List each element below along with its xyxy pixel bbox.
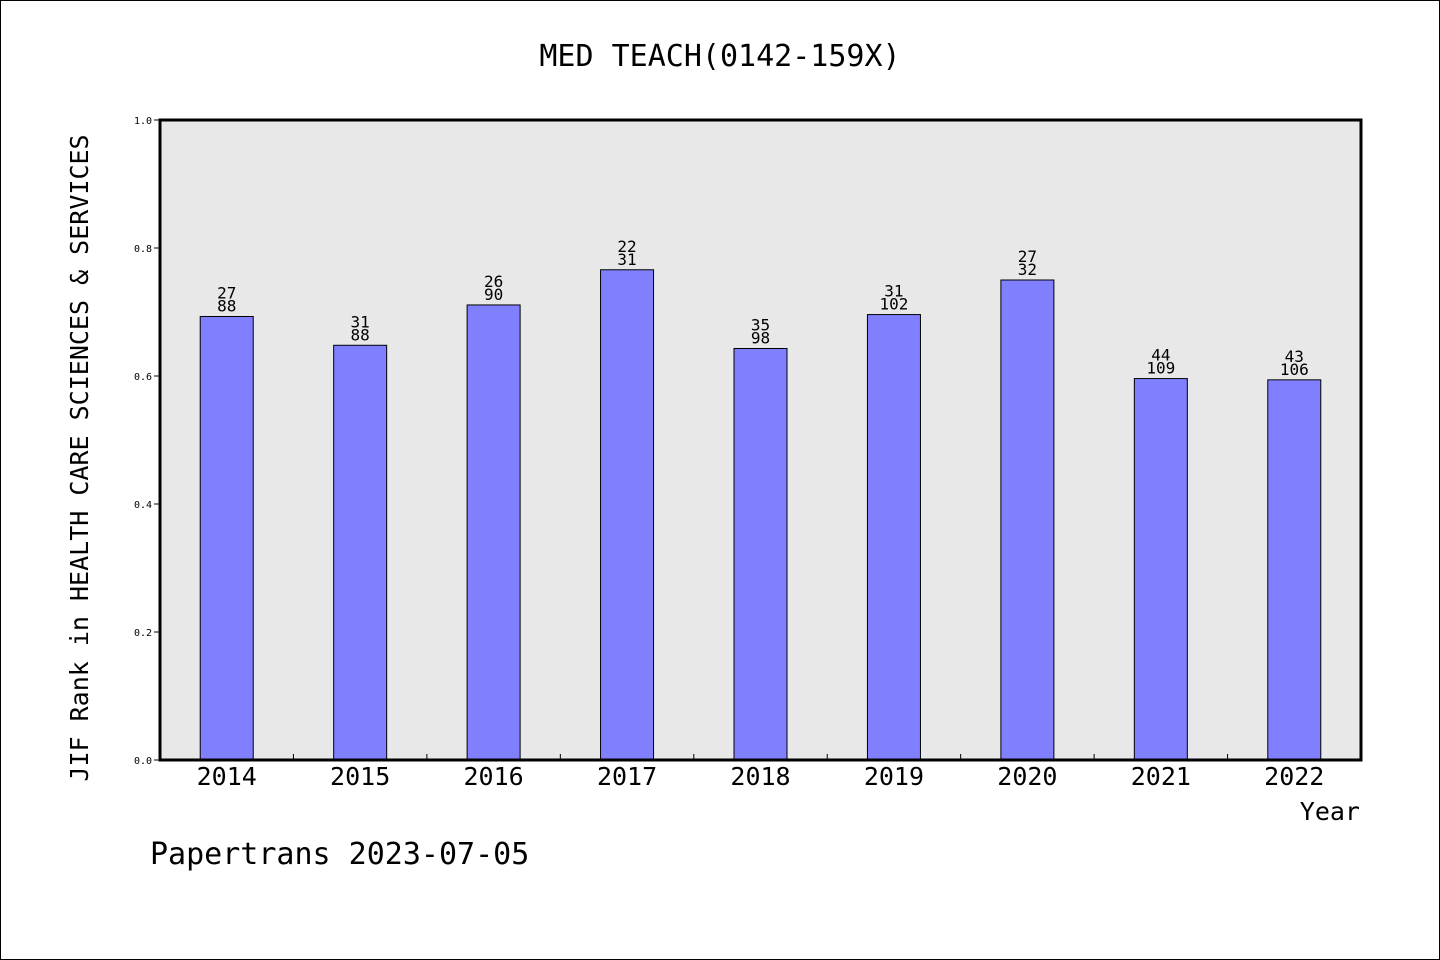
data-label-top: 22 xyxy=(617,237,636,256)
y-tick-label: 0.6 xyxy=(134,372,152,383)
y-tick-label: 0.2 xyxy=(134,628,152,639)
data-label-bottom: 98 xyxy=(751,328,770,347)
chart-title: MED TEACH(0142-159X) xyxy=(539,39,900,74)
y-tick-label: 0.4 xyxy=(134,500,152,511)
data-label-top: 26 xyxy=(484,272,503,291)
data-label-bottom: 88 xyxy=(217,296,236,315)
bar xyxy=(199,315,254,761)
bar xyxy=(866,314,921,761)
bar xyxy=(1000,279,1055,761)
x-tick-label: 2016 xyxy=(464,762,524,791)
data-label-top: 35 xyxy=(751,315,770,334)
bar xyxy=(1133,378,1188,761)
x-axis-label: Year xyxy=(1300,797,1360,826)
x-tick-label: 2019 xyxy=(864,762,924,791)
x-tick-label: 2020 xyxy=(997,762,1057,791)
data-label-top: 43 xyxy=(1285,347,1304,366)
data-label-bottom: 102 xyxy=(879,295,908,314)
x-tick-label: 2017 xyxy=(597,762,657,791)
x-tick-label: 2022 xyxy=(1264,762,1324,791)
y-axis: 0.0 0.2 0.4 0.6 0.8 1.0 xyxy=(134,116,160,767)
data-label-bottom: 31 xyxy=(617,250,636,269)
bar xyxy=(733,347,788,761)
data-label-bottom: 88 xyxy=(351,325,370,344)
data-label-bottom: 90 xyxy=(484,285,503,304)
data-label-bottom: 106 xyxy=(1280,360,1309,379)
bar xyxy=(600,269,655,761)
data-label-top: 31 xyxy=(351,312,370,331)
footer-text: Papertrans 2023-07-05 xyxy=(150,837,529,872)
data-label-top: 44 xyxy=(1151,346,1170,365)
data-label-bottom: 32 xyxy=(1018,260,1037,279)
bar xyxy=(333,344,388,761)
y-axis-label: JIF Rank in HEALTH CARE SCIENCES & SERVI… xyxy=(65,134,94,781)
data-label-top: 27 xyxy=(1018,247,1037,266)
plot-border xyxy=(158,118,1363,762)
data-label-top: 27 xyxy=(217,283,236,302)
x-tick-label: 2015 xyxy=(330,762,390,791)
x-axis: 2014 2015 2016 2017 2018 2019 2020 2021 2022 xyxy=(197,754,1324,791)
data-label-bottom: 109 xyxy=(1146,359,1175,378)
x-tick-label: 2018 xyxy=(730,762,790,791)
y-tick-label: 1.0 xyxy=(134,116,152,127)
y-tick-label: 0.0 xyxy=(134,756,152,767)
bar xyxy=(466,304,521,761)
data-label-top: 31 xyxy=(884,282,903,301)
y-tick-label: 0.8 xyxy=(134,244,152,255)
bar xyxy=(1267,379,1322,761)
x-tick-label: 2014 xyxy=(197,762,257,791)
x-tick-label: 2021 xyxy=(1131,762,1191,791)
